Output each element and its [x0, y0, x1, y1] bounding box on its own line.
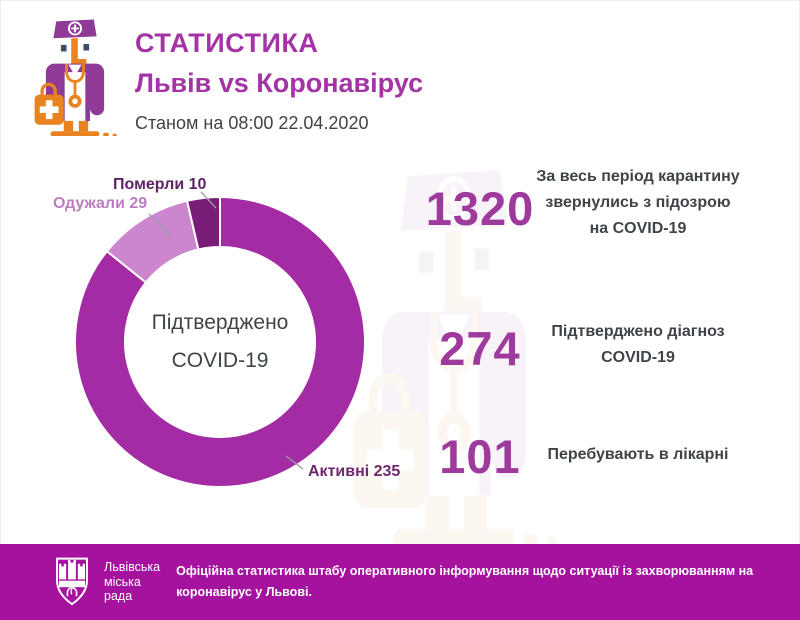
- stat-value-hospitalized: 101: [439, 430, 521, 483]
- doctor-icon: [32, 17, 119, 136]
- footer: Львівська міська рада Офіційна статистик…: [0, 544, 800, 620]
- donut-slice-Померли: [186, 196, 221, 251]
- stat-caption-hospitalized: Перебувають в лікарні: [547, 446, 729, 463]
- donut-center-label: Підтверджено COVID-19: [151, 311, 289, 372]
- donut-chart: Підтверджено COVID-19: [70, 192, 370, 492]
- page-subtitle: Львів vs Коронавірус: [135, 68, 424, 98]
- donut-rings: [74, 196, 366, 488]
- callout-deaths-label: Померли 10: [113, 176, 207, 193]
- footer-disclaimer: Офіційна статистика штабу оперативного і…: [176, 564, 754, 599]
- as-of-date: Станом на 08:00 22.04.2020: [135, 113, 369, 133]
- city-council-name: Львівська міська рада: [104, 560, 161, 604]
- callout-recovered-label: Одужали 29: [53, 195, 148, 212]
- donut-slice-Активні: [74, 196, 366, 488]
- stat-caption-suspected: За весь період карантину звернулись з пі…: [536, 168, 740, 237]
- stat-caption-confirmed: Підтверджено діагноз COVID-19: [551, 323, 725, 366]
- lviv-city-council-emblem: [56, 557, 88, 606]
- callout-active-label: Активні 235: [308, 463, 401, 480]
- stat-value-confirmed: 274: [439, 322, 521, 375]
- page-title: СТАТИСТИКА: [135, 28, 319, 58]
- stat-value-suspected: 1320: [425, 182, 535, 235]
